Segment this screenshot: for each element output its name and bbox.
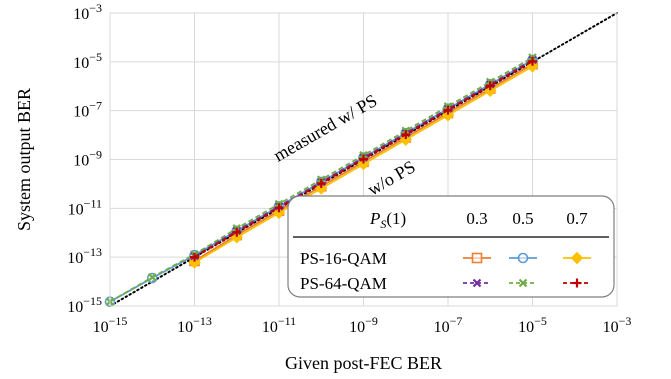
data-point-r1-c2-8 bbox=[528, 56, 537, 66]
legend-marker-r1-c1 bbox=[518, 278, 528, 288]
legend-header-arg: (1) bbox=[386, 209, 406, 228]
data-point-r1-c2-5 bbox=[401, 130, 411, 140]
legend-marker-r0-c0 bbox=[471, 252, 483, 264]
legend-col-0-3: 0.3 bbox=[466, 209, 487, 228]
data-point-r1-c2-3 bbox=[316, 178, 326, 188]
legend-col-0-5: 0.5 bbox=[512, 209, 533, 228]
y-tick-label-6: 10−15 bbox=[67, 294, 102, 316]
data-point-r1-c2-6 bbox=[443, 105, 453, 115]
legend-marker-r1-c0 bbox=[472, 278, 482, 288]
legend-swatch-r0-c0 bbox=[463, 252, 491, 264]
legend-swatch-r0-c1 bbox=[509, 252, 537, 264]
legend-col-0-7: 0.7 bbox=[566, 209, 588, 228]
legend: PS(1) 0.3 0.5 0.7 PS-16-QAM PS-64-QAM bbox=[287, 195, 615, 298]
legend-swatch-r1-c2 bbox=[563, 278, 591, 288]
data-point-r1-c2-0 bbox=[190, 252, 199, 262]
annotation-without-ps: w/o PS bbox=[364, 156, 419, 199]
legend-swatches bbox=[463, 251, 591, 288]
x-tick-label-5: 10−5 bbox=[518, 314, 547, 336]
legend-row-ps16qam: PS-16-QAM bbox=[300, 249, 387, 268]
y-tick-label-4: 10−11 bbox=[68, 196, 102, 218]
series-r1-c2 bbox=[190, 56, 537, 262]
y-tick-label-0: 10−3 bbox=[73, 1, 102, 23]
x-tick-label-6: 10−3 bbox=[603, 314, 632, 336]
data-point-r1-c2-4 bbox=[359, 154, 368, 164]
y-axis-title: System output BER bbox=[14, 88, 34, 231]
legend-marker-r0-c2 bbox=[570, 251, 584, 265]
plot-frame bbox=[109, 12, 618, 307]
legend-swatch-r0-c2 bbox=[563, 251, 591, 265]
x-tick-label-4: 10−7 bbox=[434, 314, 463, 336]
legend-row-ps64qam: PS-64-QAM bbox=[300, 274, 387, 293]
series-layer bbox=[104, 53, 539, 308]
data-point-r1-c2-7 bbox=[485, 81, 495, 91]
x-tick-label-2: 10−11 bbox=[262, 314, 296, 336]
y-tick-label-2: 10−7 bbox=[73, 99, 102, 121]
legend-swatch-r1-c1 bbox=[509, 278, 537, 288]
legend-header-p: P bbox=[369, 209, 380, 228]
tick-labels: 10−15 10−13 10−11 10−9 10−7 10−5 10−3 10−3 10−5 1… bbox=[67, 1, 631, 336]
legend-header-subscript: S bbox=[380, 217, 386, 231]
y-tick-label-1: 10−5 bbox=[73, 50, 102, 72]
y-tick-label-3: 10−9 bbox=[73, 148, 102, 170]
x-axis-title: Given post-FEC BER bbox=[285, 353, 442, 373]
x-tick-label-3: 10−9 bbox=[349, 314, 378, 336]
legend-header-label: PS(1) bbox=[369, 209, 406, 231]
data-point-r1-c2-2 bbox=[274, 203, 284, 213]
legend-box bbox=[287, 195, 615, 298]
data-point-r1-c2-1 bbox=[232, 227, 242, 237]
x-tick-label-0: 10−15 bbox=[93, 314, 128, 336]
legend-marker-r0-c1 bbox=[517, 252, 529, 264]
data-point-r1-c1-1 bbox=[147, 273, 157, 282]
x-tick-label-1: 10−13 bbox=[177, 314, 212, 336]
legend-swatch-r1-c0 bbox=[463, 278, 491, 288]
y-tick-label-5: 10−13 bbox=[67, 245, 102, 267]
legend-marker-r1-c2 bbox=[572, 278, 582, 288]
